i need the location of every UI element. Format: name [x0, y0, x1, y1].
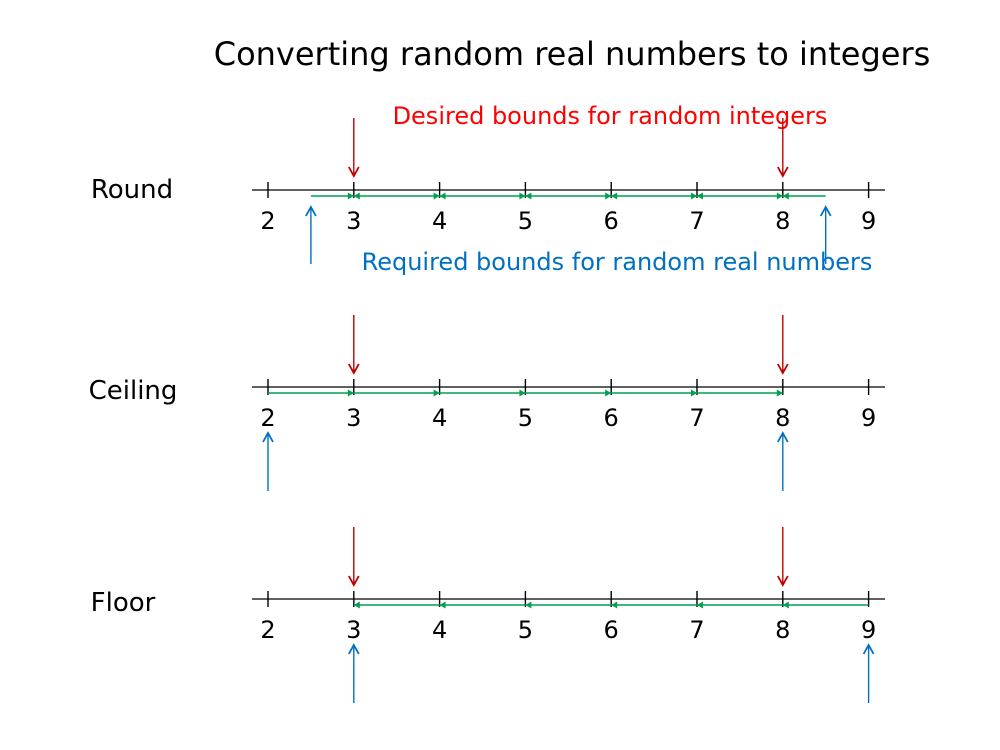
tick-label: 4: [432, 207, 447, 235]
interval-arrowhead: [776, 389, 783, 397]
desired-bound-arrowhead: [348, 575, 360, 587]
tick-label: 9: [861, 404, 876, 432]
interval-arrowhead: [525, 601, 532, 609]
interval-arrowhead: [776, 192, 783, 200]
diagram-title: Converting random real numbers to intege…: [214, 35, 931, 73]
interval-arrowhead: [347, 389, 354, 397]
row-label: Round: [91, 175, 173, 205]
interval-arrowhead: [433, 389, 440, 397]
tick-label: 7: [689, 207, 704, 235]
tick-label: 6: [604, 207, 619, 235]
interval-arrowhead: [782, 601, 789, 609]
interval-arrowhead: [353, 192, 360, 200]
number-line-row-round: Round 2 3 4 5 6 7 8 9: [91, 118, 885, 264]
required-bound-arrowhead: [777, 431, 789, 443]
number-line-row-ceiling: Ceiling 2 3 4 5 6 7 8 9: [89, 315, 885, 491]
interval-arrowhead: [605, 389, 612, 397]
tick-label: 8: [775, 404, 790, 432]
tick-label: 8: [775, 616, 790, 644]
tick-label: 2: [260, 404, 275, 432]
interval-arrowhead: [691, 192, 697, 200]
tick-label: 4: [432, 404, 447, 432]
desired-bound-arrowhead: [348, 166, 360, 178]
interval-arrowhead: [519, 389, 526, 397]
desired-bound-arrowhead: [777, 363, 789, 375]
interval-arrowhead: [347, 192, 354, 200]
tick-label: 3: [346, 616, 361, 644]
tick-label: 4: [432, 616, 447, 644]
tick-label: 3: [346, 207, 361, 235]
interval-arrowhead: [439, 601, 446, 609]
tick-label: 7: [689, 616, 704, 644]
tick-label: 7: [689, 404, 704, 432]
tick-label: 6: [604, 616, 619, 644]
tick-label: 6: [604, 404, 619, 432]
interval-arrowhead: [525, 192, 532, 200]
interval-arrowhead: [697, 192, 703, 200]
number-lines: Round 2 3 4 5 6 7 8 9 Ceiling 2 3 4 5 6 7 8 9 Floor 2 3 4 5 6 7 8…: [89, 118, 885, 703]
required-bound-arrowhead: [305, 205, 317, 217]
interval-arrowhead: [611, 192, 618, 200]
tick-label: 5: [518, 616, 533, 644]
required-bound-arrowhead: [348, 643, 360, 655]
interval-arrowhead: [782, 192, 789, 200]
tick-label: 9: [861, 207, 876, 235]
interval-arrowhead: [605, 192, 612, 200]
tick-label: 8: [775, 207, 790, 235]
interval-arrowhead: [611, 601, 618, 609]
required-bound-arrowhead: [262, 431, 274, 443]
desired-bounds-caption: Desired bounds for random integers: [393, 102, 828, 130]
desired-bound-arrowhead: [348, 363, 360, 375]
tick-label: 5: [518, 207, 533, 235]
tick-label: 5: [518, 404, 533, 432]
interval-arrowhead: [439, 192, 446, 200]
row-label: Floor: [91, 588, 156, 618]
row-label: Ceiling: [89, 376, 178, 406]
interval-arrowhead: [691, 389, 697, 397]
desired-bound-arrowhead: [777, 575, 789, 587]
interval-arrowhead: [433, 192, 440, 200]
required-bound-arrowhead: [862, 643, 875, 655]
tick-label: 2: [260, 207, 275, 235]
tick-label: 3: [346, 404, 361, 432]
desired-bound-arrowhead: [777, 166, 789, 178]
interval-arrowhead: [353, 601, 360, 609]
required-bound-arrowhead: [819, 205, 832, 217]
number-line-row-floor: Floor 2 3 4 5 6 7 8 9: [91, 527, 885, 703]
tick-label: 9: [861, 616, 876, 644]
interval-arrowhead: [697, 601, 703, 609]
tick-label: 2: [260, 616, 275, 644]
interval-arrowhead: [519, 192, 526, 200]
required-bounds-caption: Required bounds for random real numbers: [362, 248, 873, 276]
